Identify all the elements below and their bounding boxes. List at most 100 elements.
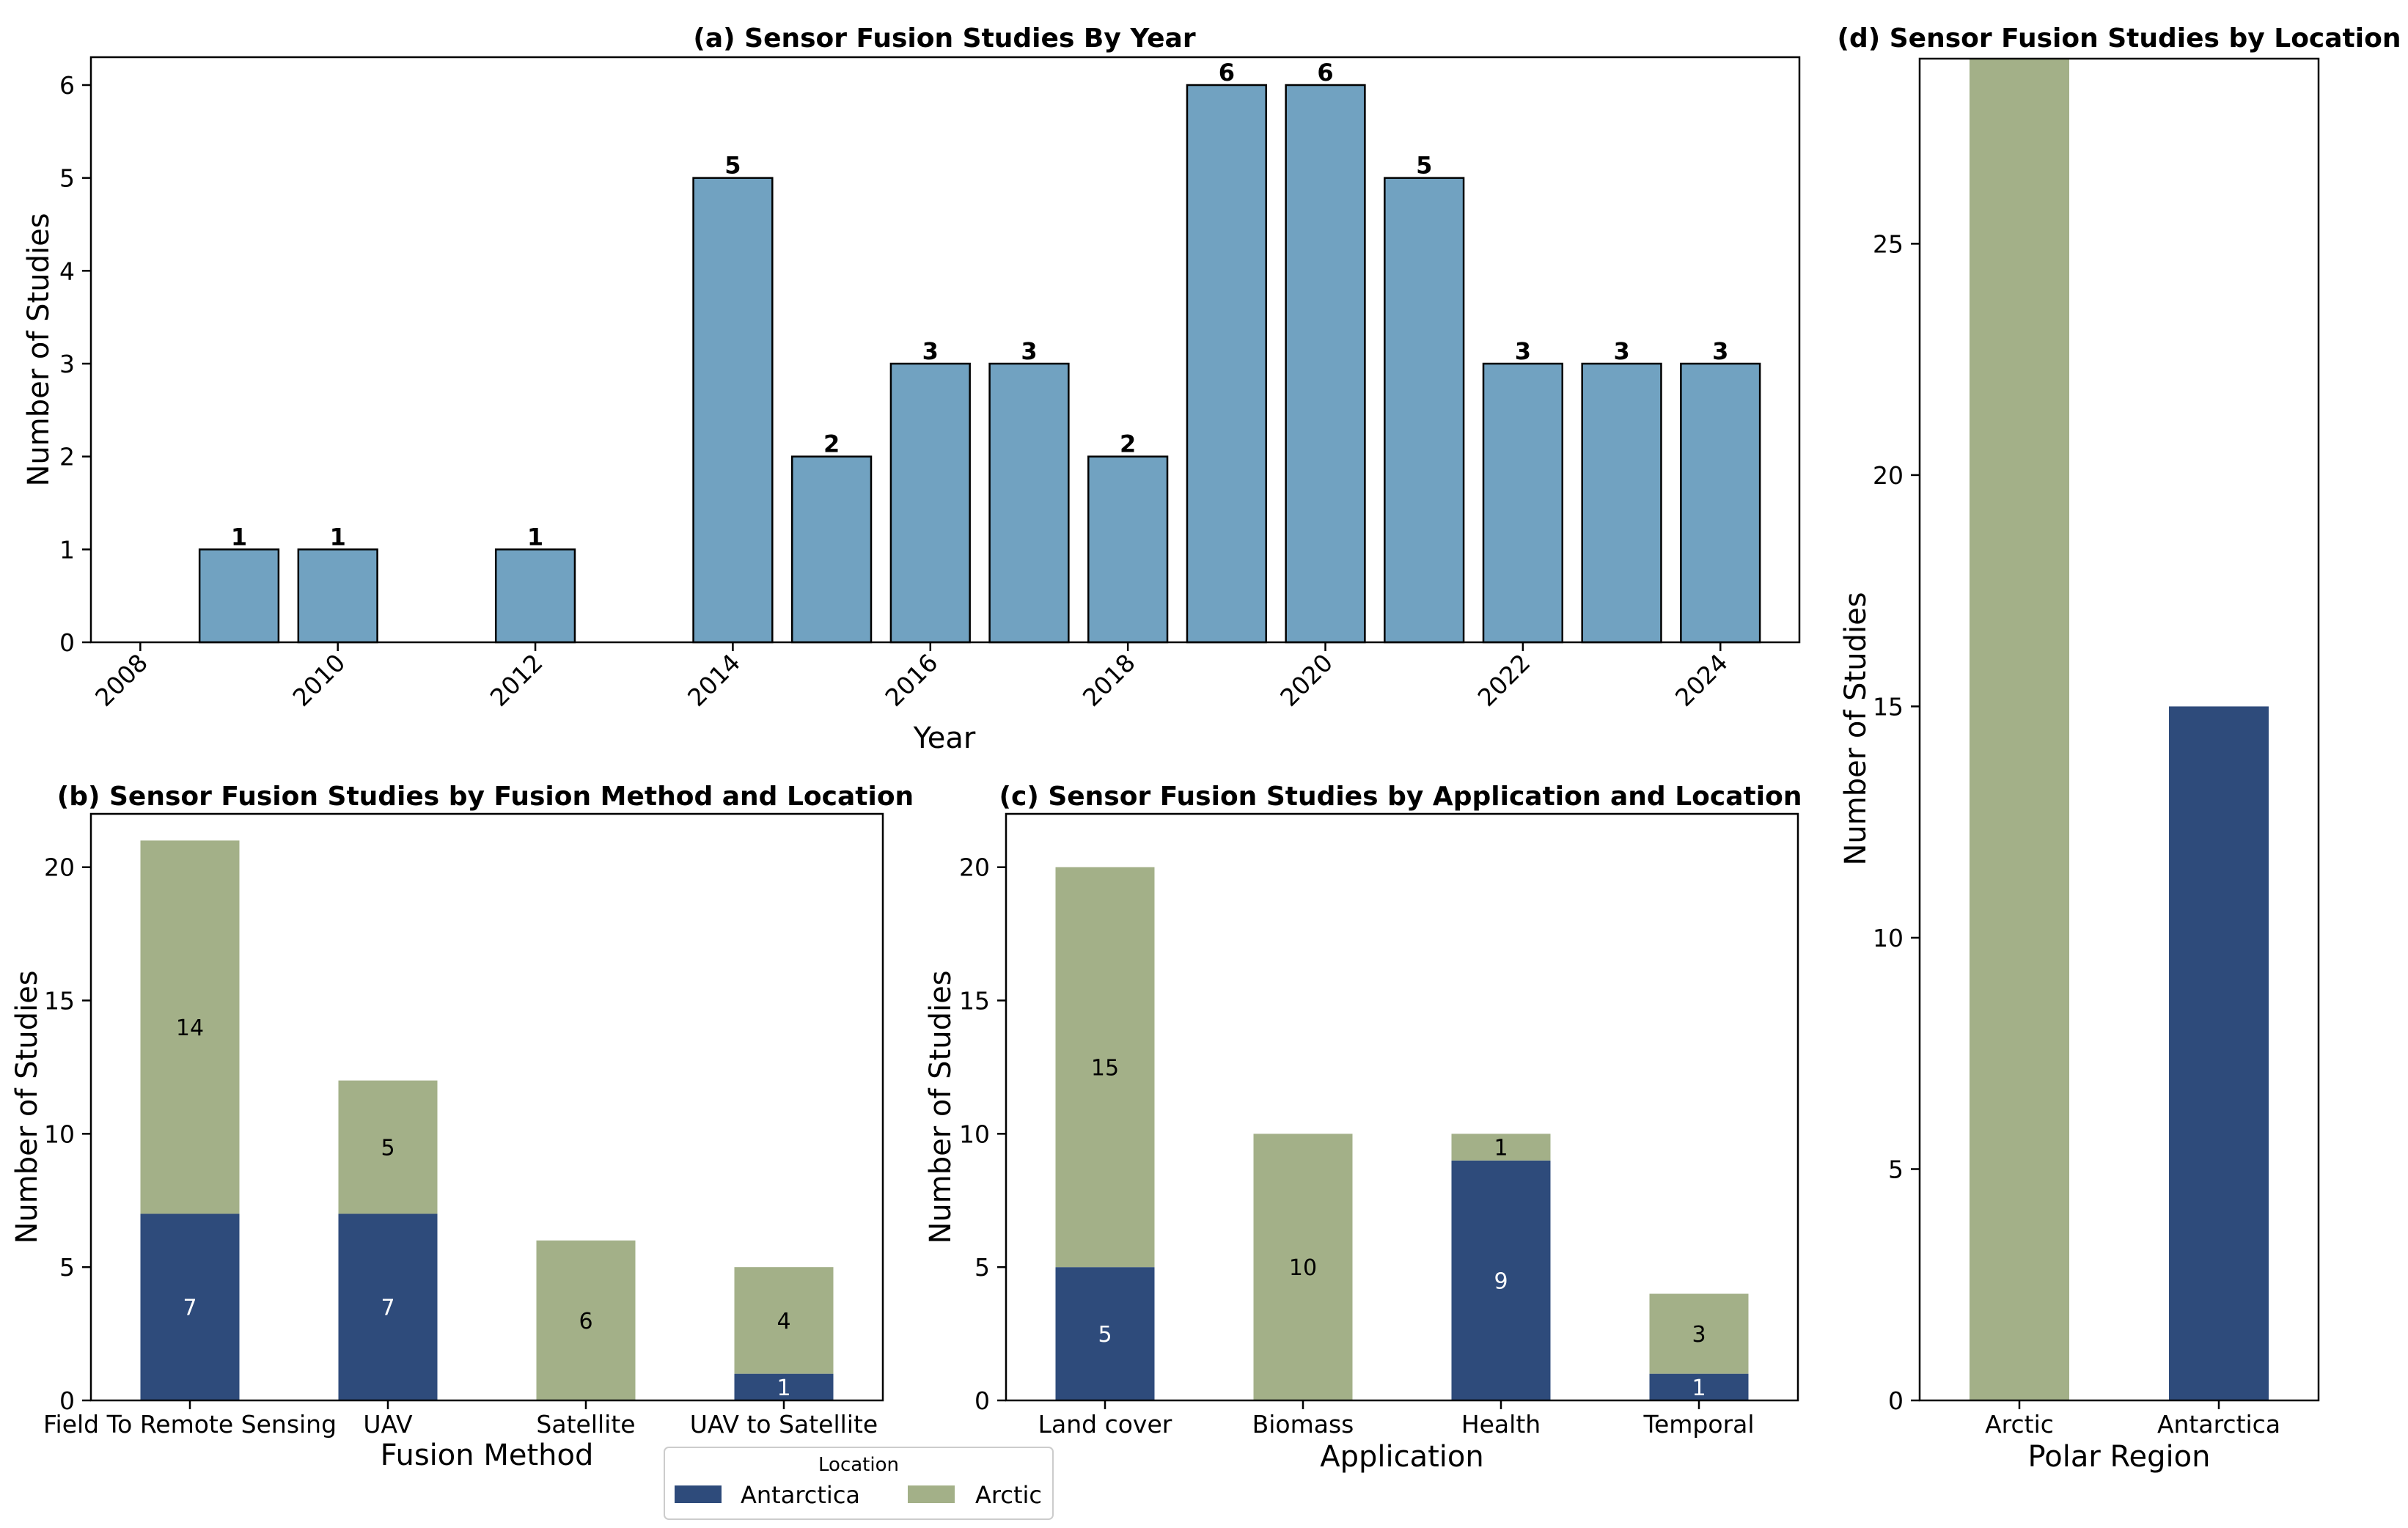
panel-c-bar-label-arctic-3: 3 [1692, 1322, 1706, 1348]
panel-a-frame [89, 56, 1801, 644]
bar-label-year-2021: 5 [1416, 152, 1432, 180]
panel-a-xlabel: Year [913, 721, 976, 755]
legend-swatch-antarctica [675, 1485, 722, 1503]
panel-b-bar-label-antarctica-0: 7 [183, 1296, 197, 1321]
panel-c-xtick-label: Biomass [1252, 1410, 1354, 1439]
panel-d-bar-antarctica [2169, 706, 2269, 1400]
panel-b-bar-arctic-3 [734, 1267, 834, 1374]
panel-b-bar-arctic-0 [140, 840, 240, 1214]
panel-d-ytick-label: 25 [1873, 229, 1904, 258]
bar-year-2017 [988, 362, 1070, 644]
bar-year-2021 [1384, 177, 1465, 644]
panel-b-ytick-label: 10 [44, 1120, 75, 1148]
panel-c-bar-antarctica-2 [1451, 1160, 1551, 1400]
bar-label-year-2016: 3 [922, 337, 939, 365]
panel-d-xtick-label: Arctic [1985, 1410, 2054, 1439]
panel-c-frame [1005, 812, 1799, 1402]
panel-c-ylabel: Number of Studies [924, 970, 958, 1244]
panel-c-bar-label-arctic-0: 15 [1091, 1055, 1119, 1081]
bar-label-year-2022: 3 [1515, 337, 1531, 365]
bar-year-2010 [297, 548, 378, 644]
bar-label-year-2019: 6 [1219, 59, 1235, 87]
panel-c-bar-antarctica-0 [1055, 1267, 1155, 1400]
panel-a-ytick-label: 5 [59, 164, 75, 193]
panel-c-xtick-label: Temporal [1642, 1410, 1754, 1439]
panel-d-bar-arctic [1970, 59, 2069, 1400]
panel-b-ytick-label: 5 [59, 1253, 75, 1282]
bar-year-2022 [1482, 362, 1564, 644]
panel-d-ytick-label: 5 [1888, 1155, 1904, 1183]
legend-label-arctic: Arctic [975, 1481, 1042, 1509]
panel-c-title: (c) Sensor Fusion Studies by Application… [999, 782, 1802, 812]
bar-year-2020 [1285, 84, 1366, 644]
panel-a-ytick-label: 0 [59, 628, 75, 657]
panel-c-ytick-label: 15 [959, 987, 990, 1015]
bar-year-2019 [1186, 84, 1267, 644]
panel-b-bar-arctic-1 [338, 1080, 438, 1214]
panel-b-bar-antarctica-1 [338, 1213, 438, 1400]
bar-year-2024 [1680, 362, 1761, 644]
panel-b-xtick-label: UAV to Satellite [690, 1410, 878, 1439]
bar-year-2018 [1087, 455, 1169, 644]
panel-b-bar-antarctica-0 [140, 1213, 240, 1400]
panel-b-ylabel: Number of Studies [10, 970, 44, 1244]
panel-a-ytick-label: 3 [59, 350, 75, 378]
panel-d-frame [1918, 57, 2320, 1402]
bar-label-year-2015: 2 [823, 430, 840, 458]
bar-year-2023 [1581, 362, 1662, 644]
legend-title: Location [818, 1454, 899, 1476]
panel-b-bar-label-arctic-3: 4 [777, 1309, 790, 1334]
panel-b-frame [89, 812, 884, 1402]
panel-b-bar-label-antarctica-1: 7 [381, 1296, 394, 1321]
bar-label-year-2009: 1 [231, 523, 247, 551]
panel-b-bar-label-antarctica-3: 1 [777, 1375, 790, 1401]
legend-box [664, 1447, 1054, 1520]
panel-d-location-chart: (d) Sensor Fusion Studies by Location 0 5… [1838, 23, 2401, 1474]
panel-b-ytick-label: 0 [59, 1386, 75, 1415]
bar-label-year-2018: 2 [1120, 430, 1136, 458]
panel-c-bar-arctic-3 [1649, 1293, 1749, 1374]
bar-label-year-2024: 3 [1712, 337, 1728, 365]
panel-a-ytick-label: 1 [59, 535, 75, 564]
bar-label-year-2012: 1 [527, 523, 543, 551]
panel-c-bar-arctic-2 [1451, 1134, 1551, 1161]
bar-year-2016 [889, 362, 971, 644]
panel-d-ytick-label: 10 [1873, 924, 1904, 952]
panel-c-xlabel: Application [1320, 1440, 1484, 1474]
panel-b-bar-label-arctic-1: 5 [381, 1136, 394, 1161]
panel-b-fusion-method-chart: (b) Sensor Fusion Studies by Fusion Meth… [10, 782, 914, 1472]
panel-c-bar-arctic-1 [1253, 1134, 1353, 1400]
panel-d-title: (d) Sensor Fusion Studies by Location [1838, 23, 2401, 54]
panel-b-xlabel: Fusion Method [381, 1439, 594, 1472]
panel-b-bar-label-arctic-2: 6 [579, 1309, 592, 1334]
panel-c-ytick-label: 20 [959, 853, 990, 882]
panel-b-ytick-label: 20 [44, 853, 75, 882]
panel-d-ytick-label: 20 [1873, 461, 1904, 490]
legend: Location Antarctica Arctic [664, 1447, 1054, 1520]
panel-c-bar-label-antarctica-0: 5 [1098, 1322, 1112, 1348]
panel-d-xlabel: Polar Region [2028, 1440, 2211, 1474]
panel-b-xtick-label: UAV [363, 1410, 413, 1439]
legend-swatch-arctic [908, 1485, 955, 1503]
panel-a-ytick-label: 2 [59, 443, 75, 471]
bar-year-2012 [494, 548, 576, 644]
panel-c-xtick-label: Land cover [1038, 1410, 1172, 1439]
panel-a-ytick-label: 6 [59, 71, 75, 100]
bar-label-year-2020: 6 [1317, 59, 1333, 87]
panel-b-bar-antarctica-3 [734, 1373, 834, 1400]
bar-label-year-2017: 3 [1021, 337, 1037, 365]
panel-a-ytick-label: 4 [59, 257, 75, 285]
panel-c-ytick-label: 0 [974, 1386, 990, 1415]
bar-label-year-2023: 3 [1613, 337, 1629, 365]
panel-b-title: (b) Sensor Fusion Studies by Fusion Meth… [57, 782, 914, 812]
panel-c-xtick-label: Health [1461, 1410, 1541, 1439]
panel-c-bar-antarctica-3 [1649, 1373, 1749, 1400]
panel-d-ytick-label: 0 [1888, 1386, 1904, 1415]
panel-c-application-chart: (c) Sensor Fusion Studies by Application… [924, 782, 1802, 1474]
bar-label-year-2010: 1 [330, 523, 346, 551]
bar-year-2014 [692, 177, 774, 644]
panel-b-ytick-label: 15 [44, 987, 75, 1015]
panel-d-xtick-label: Antarctica [2157, 1410, 2280, 1439]
panel-c-bar-label-arctic-2: 1 [1494, 1136, 1508, 1161]
